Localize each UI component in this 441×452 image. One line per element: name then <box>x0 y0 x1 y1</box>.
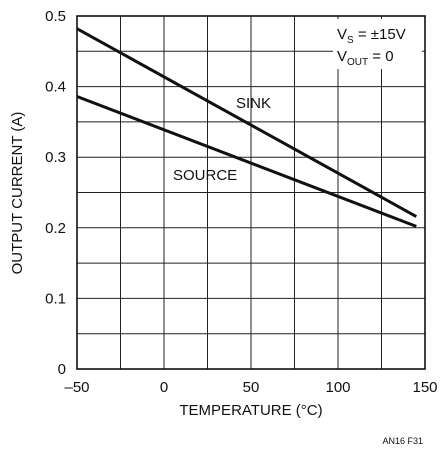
y-tick-label-4: 0.4 <box>45 79 66 96</box>
series-line-source <box>76 95 417 228</box>
figure-id: AN16 F31 <box>382 436 423 446</box>
y-tick-label-5: 0.5 <box>45 8 66 25</box>
source-series-label: SOURCE <box>173 167 237 184</box>
x-axis-label: TEMPERATURE (°C) <box>179 402 322 419</box>
x-tick-label-0: –50 <box>64 379 89 396</box>
x-tick-label-3: 100 <box>325 379 350 396</box>
y-tick-label-2: 0.2 <box>45 220 66 237</box>
y-tick-label-0: 0 <box>58 361 66 378</box>
series-group <box>76 27 418 228</box>
y-axis-label: OUTPUT CURRENT (A) <box>9 112 26 275</box>
x-tick-label-4: 150 <box>412 379 437 396</box>
y-tick-label-3: 0.3 <box>45 149 66 166</box>
y-tick-label-1: 0.1 <box>45 290 66 307</box>
series-line-sink <box>76 27 418 218</box>
plot-frame <box>76 15 426 370</box>
x-tick-label-2: 50 <box>243 379 260 396</box>
grid <box>76 15 426 370</box>
sink-series-label: SINK <box>236 95 271 112</box>
conditions-box <box>333 19 422 69</box>
x-tick-label-1: 0 <box>160 379 168 396</box>
output-voltage-condition: VOUT = 0 <box>337 48 394 68</box>
supply-voltage-condition: VS = ±15V <box>337 26 406 46</box>
